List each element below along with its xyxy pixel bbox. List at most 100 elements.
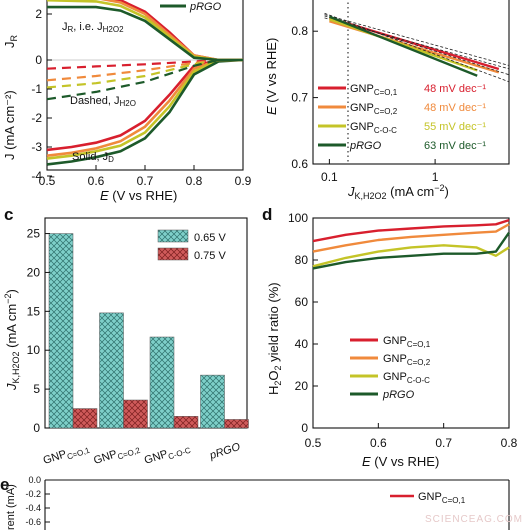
- panel-d-xlabel: E (V vs RHE): [362, 454, 439, 469]
- panel-a-ytick-label: 0: [35, 53, 42, 67]
- panel-c-ytick-label: 5: [33, 382, 40, 396]
- panel-b-fit-3: [324, 12, 510, 83]
- panel-c-ytick-label: 25: [27, 227, 41, 241]
- legend-label-prgo: pRGO: [207, 441, 242, 462]
- panel-a-series-dashed-7: [46, 58, 243, 101]
- legend-label-gnp-c-o-c: GNPC-O-C: [350, 121, 397, 135]
- panel-e-ytick-label: -0.2: [25, 489, 41, 499]
- panel-a-annot-top: JR, i.e. JH2O2: [62, 21, 124, 34]
- panel-c-bar-065-2: [149, 336, 175, 429]
- panel-b-frame: [312, 0, 510, 165]
- panel-b-ytick-label: 0.7: [291, 91, 308, 105]
- panel-d-ytick-label: 0: [301, 421, 308, 435]
- panel-a-bottom-ylabel: J (mA cm⁻²): [2, 90, 17, 160]
- panel-d-ytick-label: 80: [295, 253, 309, 267]
- panel-b-ylabel: E (V vs RHE): [264, 38, 279, 115]
- panel-d-series-2: [312, 244, 510, 268]
- panel-c-bar-075-0: [72, 408, 98, 429]
- panel-a-ytick-label: -4: [31, 169, 42, 183]
- panel-d-series-0: [312, 218, 510, 243]
- panel-c-bar-075-2: [173, 416, 199, 429]
- panel-e: e 0.0 -0.2 -0.4 -0.6 rent (mA) GNPC=O,1 SCI…: [0, 475, 523, 530]
- panel-c-legend-swatch: [157, 229, 189, 243]
- legend-label-gnp-c-o-1: GNPC=O,1: [350, 83, 398, 97]
- legend-label-gnp-c-o-2: GNPC=O,2: [350, 102, 398, 116]
- panel-d-series-3: [312, 232, 510, 270]
- panel-b: 0.1 1 0.8 0.7 0.6 E (V vs RHE) JK,H2O2 (mA …: [264, 0, 510, 201]
- panel-e-ytick-label: -0.4: [25, 503, 41, 513]
- panel-c-label: c: [4, 205, 13, 224]
- panel-c-xtick-label: pRGO: [207, 441, 242, 462]
- panel-b-xlabel: JK,H2O2 (mA cm−2): [347, 183, 449, 201]
- panel-c-legend-swatch: [157, 247, 189, 261]
- panel-a-ytick-label: -2: [31, 111, 42, 125]
- panel-d-xtick-label: 0.5: [305, 436, 322, 450]
- panel-c-legend-label: 0.75 V: [194, 250, 226, 262]
- panel-d-xtick-label: 0.8: [501, 436, 518, 450]
- panel-a-series-solid-3: [46, 58, 244, 166]
- panel-a: 0.5 0.6 0.7 0.8 0.9 2 0 -1 -2 -3 -4 JR J (mA cm⁻²…: [2, 0, 252, 203]
- panel-c-ytick-label: 0: [33, 421, 40, 435]
- panel-a-legend-label: pRGO: [189, 1, 222, 13]
- panel-c-bar-065-1: [99, 312, 124, 429]
- panel-b-ytick-label: 0.8: [291, 24, 308, 38]
- panel-b-series-3: [328, 15, 478, 77]
- panel-d: d 0.5 0.6 0.7 0.8 0 20 40 60 80 100 H2O2 yield r…: [262, 205, 518, 469]
- legend-label-prgo: pRGO: [349, 140, 382, 152]
- panel-b-fit-0: [324, 14, 510, 66]
- panel-a-ytick-label: -1: [31, 82, 42, 96]
- panel-d-ytick-label: 40: [295, 337, 309, 351]
- panel-e-label: e: [0, 475, 9, 494]
- panel-b-series-2: [329, 18, 478, 72]
- legend-label-gnp-c-o-1: GNPC=O,1: [42, 441, 92, 469]
- panel-e-ytick-label: 0.0: [28, 475, 41, 485]
- panel-e-legend-label: GNPC=O,1: [418, 491, 466, 505]
- panel-d-frame: [312, 217, 510, 429]
- panel-d-ytick-label: 100: [288, 211, 308, 225]
- panel-c-xtick-label: GNPC=O,1: [42, 441, 92, 469]
- panel-b-series-0: [329, 16, 500, 71]
- legend-label-prgo: pRGO: [382, 389, 415, 401]
- panel-a-ytick-label: 2: [35, 7, 42, 21]
- legend-label-gnp-c-o-2: GNPC=O,2: [383, 353, 431, 367]
- panel-a-xtick-label: 0.8: [186, 174, 203, 188]
- panel-c-ytick-label: 20: [27, 265, 41, 279]
- panel-b-ytick-label: 0.6: [291, 157, 308, 171]
- panel-b-xtick-label: 0.1: [321, 170, 338, 184]
- panel-b-legend-slope: 48 mV dec⁻¹: [424, 83, 486, 95]
- legend-label-gnp-c-o-c: GNPC-O-C: [143, 441, 192, 469]
- panel-a-xlabel: E (V vs RHE): [100, 188, 177, 203]
- panel-c-ylabel: JK,H2O2 (mA cm−2): [3, 289, 21, 391]
- panel-a-top-ylabel: JR: [2, 35, 19, 49]
- panel-c-ytick-label: 15: [27, 304, 41, 318]
- watermark: SCIENCEAG.COM: [425, 514, 523, 525]
- panel-c-xtick-label: GNPC-O-C: [143, 441, 192, 469]
- panel-a-xtick-label: 0.6: [88, 174, 105, 188]
- panel-d-ylabel: H2O2 yield ratio (%): [266, 282, 283, 395]
- panel-a-xtick-label: 0.5: [39, 174, 56, 188]
- panel-a-annot-dashed: Dashed, JH2O: [70, 95, 136, 108]
- panel-b-legend-slope: 63 mV dec⁻¹: [424, 140, 486, 152]
- panel-d-ytick-label: 20: [295, 379, 309, 393]
- panel-d-ytick-label: 60: [295, 295, 309, 309]
- panel-d-xtick-label: 0.7: [435, 436, 452, 450]
- panel-c-bar-065-0: [48, 233, 74, 429]
- panel-a-annot-solid: Solid, JD: [72, 151, 114, 164]
- panel-a-ytick-label: -3: [31, 140, 42, 154]
- panel-a-series-dashed-5: [46, 58, 243, 82]
- panel-e-ylabel: rent (mA): [5, 484, 17, 530]
- panel-a-xtick-label: 0.7: [137, 174, 154, 188]
- panel-b-legend-slope: 48 mV dec⁻¹: [424, 102, 486, 114]
- panel-c-bar-075-1: [123, 399, 148, 429]
- panel-a-series-dashed-6: [46, 58, 243, 89]
- legend-label-gnp-c-o-2: GNPC=O,2: [92, 441, 142, 469]
- panel-d-label: d: [262, 205, 272, 224]
- panel-a-xtick-label: 0.9: [235, 174, 252, 188]
- panel-a-series-solid-2: [46, 58, 243, 160]
- panel-e-ytick-label: -0.6: [25, 517, 41, 527]
- panel-c-bar-065-3: [200, 374, 225, 429]
- panel-c: c 0 5 10 15 20 25 GNPC=O,1 GNPC=O,2 GNPC-O-C pRG…: [3, 205, 249, 469]
- panel-c-bar-075-3: [224, 419, 249, 429]
- panel-d-xtick-label: 0.6: [370, 436, 387, 450]
